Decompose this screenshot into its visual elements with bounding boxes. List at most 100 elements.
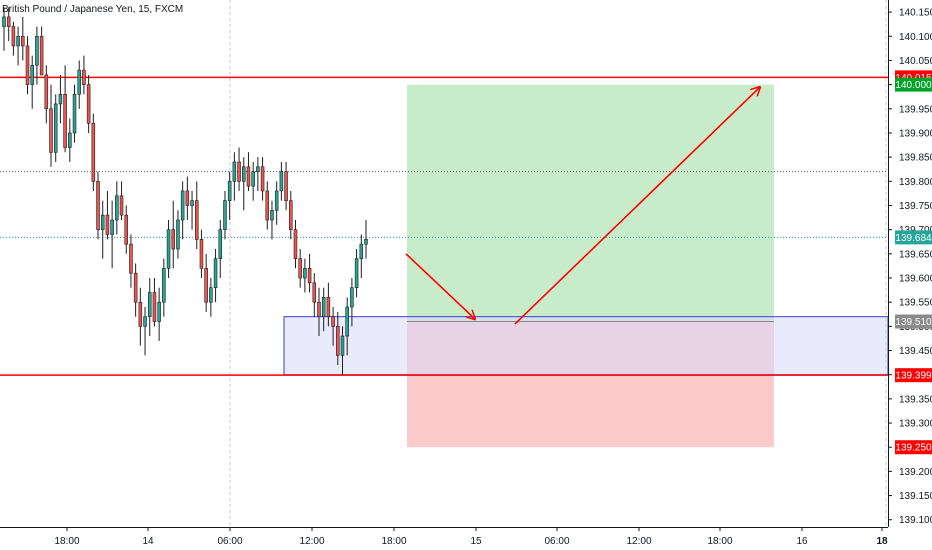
candle-body bbox=[293, 229, 298, 259]
candle-body bbox=[331, 316, 335, 327]
time-tick-label: 18:00 bbox=[381, 536, 406, 547]
candle-body bbox=[152, 292, 157, 322]
candle bbox=[39, 26, 44, 76]
candle-body bbox=[25, 45, 30, 85]
candle-body bbox=[63, 93, 67, 148]
candle bbox=[143, 307, 147, 356]
candle bbox=[119, 181, 124, 220]
candle bbox=[209, 278, 213, 317]
demand-zone bbox=[283, 316, 889, 376]
support-price-tag: 139.399 bbox=[895, 368, 932, 383]
candle-body bbox=[157, 301, 161, 322]
target-price-tag-label: 140.000 bbox=[895, 80, 932, 91]
candle-body bbox=[364, 239, 368, 245]
candle-body bbox=[115, 195, 119, 221]
candle bbox=[279, 161, 284, 201]
price-tick-label: 139.350 bbox=[899, 394, 932, 405]
candle bbox=[199, 229, 204, 279]
candle bbox=[129, 234, 133, 288]
candle bbox=[16, 26, 20, 66]
candle-body bbox=[166, 229, 171, 269]
candle-body bbox=[340, 335, 345, 356]
candle bbox=[274, 181, 279, 225]
candle bbox=[359, 234, 364, 279]
time-axis[interactable]: 18:00 14 06:00 12:00 18:00 15 06:00 12:00 18:00 1… bbox=[54, 527, 888, 547]
price-tick-label: 140.100 bbox=[899, 32, 932, 43]
candle-body bbox=[35, 35, 39, 66]
candle bbox=[180, 181, 185, 240]
candle bbox=[124, 205, 128, 254]
candle-body bbox=[242, 166, 246, 182]
candle bbox=[331, 307, 335, 346]
candle bbox=[237, 147, 241, 191]
candle bbox=[307, 253, 312, 293]
candle bbox=[284, 161, 288, 211]
candle-body bbox=[21, 35, 25, 47]
candle bbox=[35, 26, 39, 85]
candle bbox=[260, 157, 265, 201]
pullback-arrow bbox=[405, 253, 475, 319]
candle-body bbox=[237, 161, 241, 182]
candle bbox=[326, 282, 331, 327]
projection-arrows bbox=[405, 87, 760, 325]
candle-body bbox=[336, 326, 340, 356]
candle bbox=[44, 65, 49, 124]
candle bbox=[190, 190, 194, 230]
candle bbox=[289, 190, 293, 240]
candle bbox=[133, 263, 138, 317]
candle-body bbox=[39, 35, 44, 76]
candle bbox=[364, 219, 368, 259]
candle-body bbox=[204, 268, 208, 303]
candle-body bbox=[312, 282, 317, 303]
candle bbox=[11, 21, 16, 56]
support-price-tag-label: 139.399 bbox=[895, 371, 932, 382]
candle-body bbox=[350, 287, 354, 308]
candle-body bbox=[72, 93, 77, 134]
time-tick-label: 06:00 bbox=[544, 536, 569, 547]
time-tick-label: 14 bbox=[142, 536, 154, 547]
price-tick-label: 139.600 bbox=[899, 274, 932, 285]
candle-body bbox=[143, 316, 147, 327]
candle bbox=[49, 84, 53, 167]
candle-body bbox=[317, 301, 321, 317]
candle-body bbox=[133, 272, 138, 303]
candle-body bbox=[279, 171, 284, 192]
candle bbox=[2, 7, 6, 51]
candle-body bbox=[345, 306, 349, 337]
candle bbox=[86, 74, 91, 133]
time-tick-label: 18:00 bbox=[54, 536, 79, 547]
line-layer bbox=[0, 76, 888, 376]
candle-body bbox=[53, 103, 58, 153]
candle-body bbox=[6, 16, 11, 27]
candle bbox=[30, 55, 34, 109]
candle-body bbox=[354, 258, 359, 288]
candle-body bbox=[284, 171, 288, 201]
candle bbox=[312, 273, 317, 317]
candle-body bbox=[321, 297, 326, 317]
price-tick-label: 139.850 bbox=[899, 153, 932, 164]
candle-body bbox=[68, 132, 72, 148]
candle bbox=[176, 210, 180, 259]
price-tags: 140.015140.000139.684139.510139.399139.2… bbox=[895, 70, 932, 455]
candle-body bbox=[185, 190, 190, 206]
candle-body bbox=[91, 122, 96, 182]
candle bbox=[157, 287, 161, 341]
entry-price-tag: 139.510 bbox=[895, 314, 932, 329]
candle bbox=[223, 190, 227, 240]
time-tick-label: 18:00 bbox=[707, 536, 732, 547]
support-price-tag-bg bbox=[895, 368, 932, 383]
candle-body bbox=[44, 74, 49, 110]
candle bbox=[270, 200, 274, 240]
price-tick-label: 139.300 bbox=[899, 419, 932, 430]
candle-body bbox=[119, 195, 124, 216]
grid-layer bbox=[229, 0, 887, 527]
candle-body bbox=[298, 258, 302, 279]
candle bbox=[345, 297, 349, 356]
candle bbox=[317, 287, 321, 337]
candle bbox=[242, 157, 246, 211]
candle-body bbox=[190, 200, 194, 206]
target-price-tag-bg bbox=[895, 77, 932, 92]
candle bbox=[110, 200, 114, 269]
